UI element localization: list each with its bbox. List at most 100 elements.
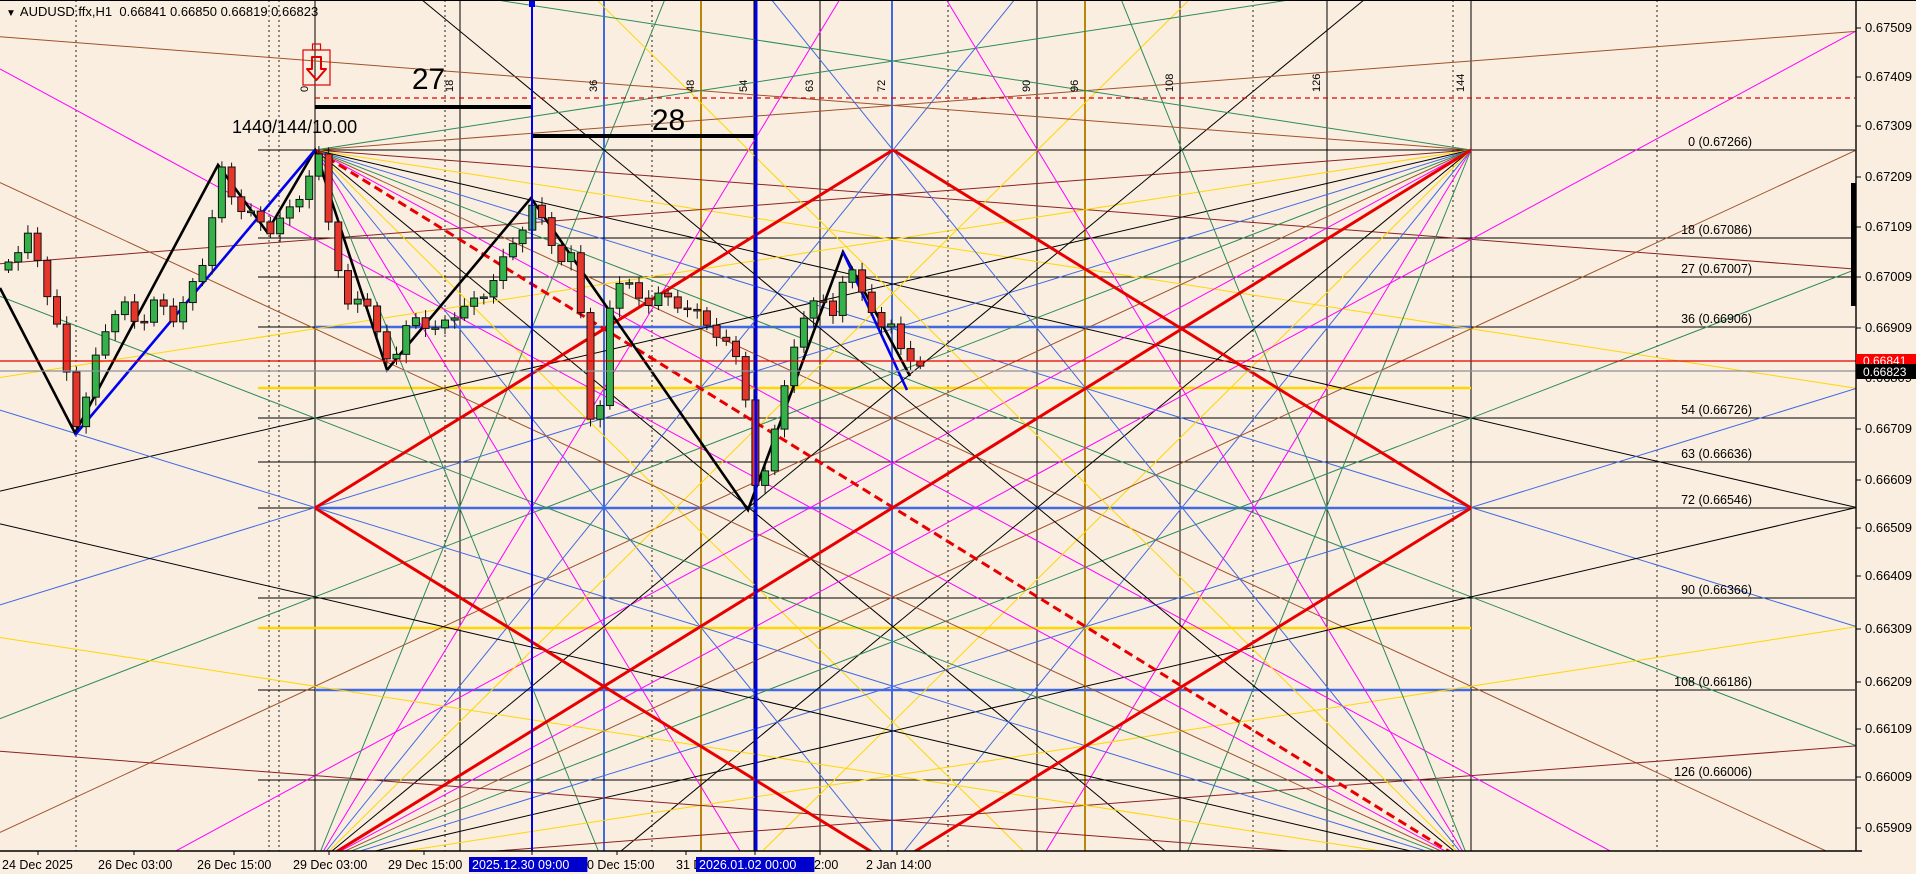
svg-text:36: 36 (588, 80, 600, 92)
symbol-title: AUDUSD.ffx,H1 (19, 4, 113, 19)
bull-candle (596, 405, 605, 420)
bull-candle (770, 428, 779, 472)
svg-text:0.66509: 0.66509 (1865, 520, 1912, 535)
svg-text:29 Dec 03:00: 29 Dec 03:00 (293, 858, 367, 872)
gann-box-object[interactable] (314, 97, 1855, 865)
measure-brackets: 27 28 1440/144/10.00 (232, 63, 755, 138)
bull-candle (91, 354, 100, 398)
last-price-tag (1856, 364, 1916, 379)
bear-candle (722, 336, 731, 342)
bear-candle (906, 348, 915, 362)
bear-candle (819, 300, 828, 303)
bull-candle (838, 281, 847, 316)
bear-candle (586, 312, 595, 420)
bracket-27-label: 27 (412, 63, 445, 96)
bear-candle (33, 232, 42, 261)
svg-text:0: 0 (299, 86, 311, 92)
bull-candle (353, 298, 362, 305)
bull-candle (450, 317, 459, 321)
bear-candle (741, 356, 750, 401)
svg-text:72 (0.66546): 72 (0.66546) (1681, 493, 1752, 507)
bull-candle (411, 317, 420, 327)
svg-text:2025.12.30 09:00: 2025.12.30 09:00 (472, 858, 569, 872)
svg-text:26 Dec 15:00: 26 Dec 15:00 (197, 858, 271, 872)
vertical-time-lines[interactable] (529, 0, 758, 851)
bear-candle (421, 317, 430, 329)
svg-text:0.65909: 0.65909 (1865, 820, 1912, 835)
svg-text:126: 126 (1311, 74, 1323, 92)
bull-candle (508, 243, 517, 258)
bull-candle (150, 299, 158, 323)
svg-text:54 (0.66726): 54 (0.66726) (1681, 403, 1752, 417)
bull-candle (101, 331, 110, 356)
svg-text:0.67509: 0.67509 (1865, 20, 1912, 35)
bull-candle (179, 302, 188, 323)
svg-text:0.66109: 0.66109 (1865, 721, 1912, 736)
highlighted-time-label (696, 857, 815, 872)
bear-candle (732, 340, 740, 358)
gann-grid (258, 0, 1855, 851)
bull-candle (887, 323, 896, 328)
svg-text:0.66609: 0.66609 (1865, 472, 1912, 487)
ohlc-values: 0.66841 0.66850 0.66819 0.66823 (119, 4, 319, 19)
svg-text:0 (0.67266): 0 (0.67266) (1688, 135, 1752, 149)
bull-candle (285, 206, 294, 219)
svg-text:0 Dec 15:00: 0 Dec 15:00 (587, 858, 654, 872)
svg-text:90: 90 (1021, 80, 1033, 92)
bull-candle (761, 470, 770, 486)
bull-candle (14, 252, 23, 263)
bull-candle (402, 325, 411, 355)
bull-candle (489, 280, 498, 298)
chevron-down-icon[interactable]: ▼ (6, 8, 16, 19)
highlighted-time-label (469, 857, 588, 872)
bear-candle (664, 292, 673, 298)
bear-candle (324, 153, 333, 223)
bull-candle (479, 296, 488, 299)
svg-text:0.67409: 0.67409 (1865, 69, 1912, 84)
svg-text:0.66409: 0.66409 (1865, 568, 1912, 583)
symbol-info: ▼ AUDUSD.ffx,H1 0.66841 0.66850 0.66819 0… (6, 4, 318, 19)
bull-candle (460, 305, 469, 319)
bull-candle (799, 317, 808, 348)
bear-candle (382, 331, 391, 360)
bear-candle (344, 270, 352, 305)
bear-candle (829, 300, 837, 316)
svg-text:144: 144 (1455, 74, 1467, 92)
bear-candle (877, 312, 886, 328)
svg-text:31 D: 31 D (676, 858, 702, 872)
bear-candle (896, 323, 905, 350)
svg-text:48: 48 (685, 80, 697, 92)
bull-candle (392, 353, 401, 360)
arrow-down-marker[interactable] (302, 43, 331, 86)
bear-candle (693, 308, 702, 312)
price-range-bar (1851, 183, 1856, 306)
bull-candle (605, 307, 614, 407)
bull-candle (217, 166, 226, 219)
time-axis[interactable]: 24 Dec 2025 26 Dec 03:00 26 Dec 15:00 29 De… (0, 850, 1862, 872)
bear-candle (159, 299, 168, 307)
bull-candle (470, 297, 479, 307)
svg-text:18 (0.67086): 18 (0.67086) (1681, 223, 1752, 237)
bear-candle (256, 210, 265, 223)
bull-candle (314, 153, 323, 177)
svg-text:0.66209: 0.66209 (1865, 674, 1912, 689)
bear-candle (62, 323, 71, 373)
svg-text:0.67209: 0.67209 (1865, 169, 1912, 184)
svg-text:54: 54 (738, 80, 750, 92)
bull-candle (848, 269, 857, 283)
bear-candle (557, 244, 566, 263)
gann-level-labels: 0 (0.67266) 18 (0.67086) 27 (0.67007) 36 (0… (1674, 135, 1752, 779)
bull-candle (780, 385, 789, 430)
svg-text:24 Dec 2025: 24 Dec 2025 (2, 858, 73, 872)
gann-params-label: 1440/144/10.00 (232, 117, 357, 137)
svg-text:0.66709: 0.66709 (1865, 421, 1912, 436)
svg-text:90 (0.66366): 90 (0.66366) (1681, 583, 1752, 597)
price-axis[interactable]: 0.67509 0.67409 0.67309 0.67209 0.67109 0.670… (1851, 0, 1916, 874)
bull-candle (305, 175, 314, 200)
svg-text:63: 63 (804, 80, 816, 92)
bull-candle (654, 292, 663, 306)
bull-candle (295, 198, 304, 208)
bear-candle (140, 320, 149, 324)
